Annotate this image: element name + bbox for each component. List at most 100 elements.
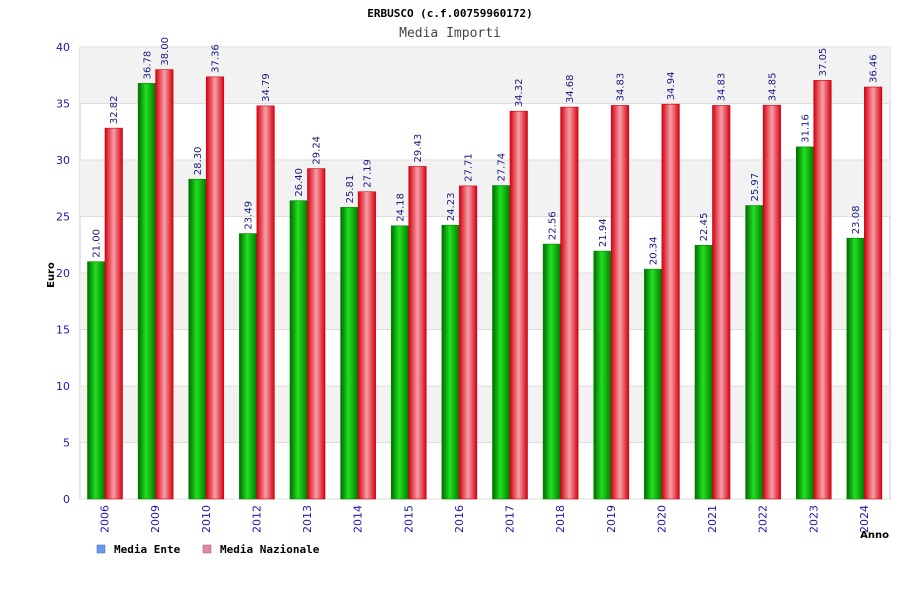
data-label-media-nazionale-2016: 27.71 — [464, 153, 475, 182]
data-label-media-nazionale-2020: 34.94 — [666, 72, 677, 101]
bar-media-ente-2023 — [795, 146, 815, 500]
data-label-media-ente-2013: 26.40 — [294, 168, 305, 197]
data-label-media-ente-2009: 36.78 — [142, 51, 153, 80]
data-label-media-ente-2022: 25.97 — [750, 173, 761, 202]
data-label-media-ente-2023: 31.16 — [801, 114, 812, 143]
y-tick-label: 5 — [63, 437, 70, 450]
bar-media-ente-2013 — [289, 200, 308, 500]
bar-media-nazionale-2013 — [307, 168, 326, 500]
x-tick-label-2023: 2023 — [807, 505, 820, 533]
bar-media-ente-2009 — [137, 83, 156, 500]
x-tick-label-2012: 2012 — [250, 505, 263, 533]
data-label-media-nazionale-2019: 34.83 — [616, 73, 627, 102]
bar-media-ente-2006 — [87, 261, 106, 500]
bar-media-ente-2018 — [542, 243, 561, 500]
bar-media-nazionale-2016 — [459, 185, 478, 500]
data-label-media-ente-2016: 24.23 — [446, 193, 457, 222]
data-label-media-nazionale-2015: 29.43 — [413, 134, 424, 163]
data-label-media-ente-2019: 21.94 — [598, 218, 609, 247]
y-tick-label: 15 — [56, 324, 70, 337]
x-tick-label-2016: 2016 — [453, 505, 466, 533]
y-tick-label: 25 — [56, 211, 70, 224]
data-label-media-nazionale-2014: 27.19 — [362, 159, 373, 188]
x-axis-label: Anno — [860, 530, 889, 541]
legend-swatch-media-ente — [96, 544, 106, 554]
data-label-media-nazionale-2023: 37.05 — [818, 48, 829, 77]
chart-title: ERBUSCO (c.f.00759960172) — [367, 7, 533, 20]
bar-media-ente-2020 — [644, 268, 663, 500]
bar-media-nazionale-2024 — [864, 86, 883, 500]
chart-subtitle: Media Importi — [399, 26, 501, 41]
data-label-media-nazionale-2009: 38.00 — [160, 37, 171, 66]
data-label-media-ente-2014: 25.81 — [345, 175, 356, 204]
bar-media-nazionale-2022 — [762, 104, 781, 500]
y-tick-label: 40 — [56, 41, 70, 54]
bar-media-nazionale-2010 — [205, 76, 225, 500]
legend-label-media-ente: Media Ente — [114, 543, 181, 556]
bar-media-ente-2017 — [492, 185, 511, 500]
data-label-media-nazionale-2012: 34.79 — [261, 73, 272, 102]
x-tick-label-2017: 2017 — [504, 505, 517, 533]
data-labels: 21.00 32.82 36.78 38.00 28.30 37.36 23.49 34.79… — [92, 37, 880, 265]
legend-label-media-nazionale: Media Nazionale — [220, 543, 320, 556]
bar-media-nazionale-2015 — [408, 166, 427, 500]
bar-media-nazionale-2017 — [509, 110, 528, 500]
data-label-media-ente-2010: 28.30 — [193, 147, 204, 176]
bar-media-ente-2024 — [846, 237, 865, 500]
y-axis-label: Euro — [46, 262, 57, 288]
bar-media-ente-2012 — [239, 233, 258, 500]
bar-media-ente-2015 — [390, 225, 410, 500]
x-tick-label-2010: 2010 — [200, 505, 213, 533]
y-tick-label: 10 — [56, 380, 70, 393]
x-tick-label-2019: 2019 — [605, 505, 618, 533]
bar-media-nazionale-2019 — [610, 105, 630, 500]
x-tick-label-2020: 2020 — [655, 505, 668, 533]
y-axis-ticks: 0 5 10 15 20 25 30 35 40 — [56, 41, 70, 506]
y-tick-label: 30 — [56, 154, 70, 167]
bars — [87, 69, 883, 500]
x-axis-ticks: 2006 2009 2010 2012 2013 2014 2015 2016 2017 2018… — [99, 505, 871, 533]
legend-swatch-media-nazionale — [202, 544, 212, 554]
bar-media-nazionale-2006 — [104, 127, 123, 500]
bar-media-nazionale-2023 — [813, 80, 832, 500]
x-tick-label-2021: 2021 — [706, 505, 719, 533]
data-label-media-nazionale-2024: 36.46 — [869, 54, 880, 83]
bar-media-ente-2021 — [694, 245, 713, 500]
bar-media-nazionale-2018 — [560, 106, 579, 500]
data-label-media-ente-2021: 22.45 — [699, 213, 710, 242]
bar-media-nazionale-2020 — [661, 103, 680, 500]
data-label-media-nazionale-2013: 29.24 — [312, 136, 323, 165]
data-label-media-ente-2006: 21.00 — [92, 229, 103, 258]
bar-media-ente-2010 — [188, 178, 207, 500]
data-label-media-ente-2015: 24.18 — [396, 193, 407, 222]
data-label-media-ente-2020: 20.34 — [649, 237, 660, 266]
x-tick-label-2024: 2024 — [858, 505, 871, 533]
x-tick-label-2013: 2013 — [301, 505, 314, 533]
x-tick-label-2014: 2014 — [352, 505, 365, 533]
bar-media-nazionale-2014 — [357, 191, 376, 500]
x-tick-label-2015: 2015 — [402, 505, 415, 533]
bar-media-ente-2016 — [441, 224, 460, 500]
x-tick-label-2018: 2018 — [554, 505, 567, 533]
data-label-media-nazionale-2022: 34.85 — [767, 73, 778, 102]
data-label-media-ente-2017: 27.74 — [497, 153, 508, 182]
data-label-media-nazionale-2018: 34.68 — [565, 74, 576, 103]
x-tick-label-2006: 2006 — [99, 505, 112, 533]
data-label-media-nazionale-2017: 34.32 — [514, 79, 525, 108]
bar-media-nazionale-2009 — [155, 69, 174, 500]
y-tick-label: 35 — [56, 98, 70, 111]
data-label-media-ente-2012: 23.49 — [244, 201, 255, 230]
y-tick-label: 20 — [56, 267, 70, 280]
data-label-media-nazionale-2021: 34.83 — [717, 73, 728, 102]
data-label-media-nazionale-2010: 37.36 — [211, 44, 222, 73]
data-label-media-ente-2024: 23.08 — [851, 206, 862, 235]
bar-media-ente-2019 — [593, 250, 612, 500]
bar-media-nazionale-2012 — [256, 105, 275, 500]
x-tick-label-2022: 2022 — [757, 505, 770, 533]
bar-media-ente-2014 — [340, 207, 359, 500]
x-tick-label-2009: 2009 — [149, 505, 162, 533]
data-label-media-nazionale-2006: 32.82 — [109, 95, 120, 124]
y-tick-label: 0 — [63, 493, 70, 506]
legend: Media Ente Media Nazionale — [96, 543, 320, 556]
